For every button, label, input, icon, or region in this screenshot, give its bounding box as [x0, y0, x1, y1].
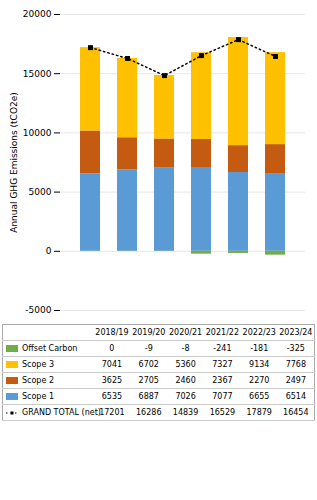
html-text:-9: -9	[144, 344, 153, 353]
html-text:6887: 6887	[138, 392, 159, 401]
svg-text:-5000: -5000	[25, 305, 51, 315]
svg-text:10000: 10000	[23, 128, 52, 138]
html-text:3625: 3625	[101, 376, 123, 385]
html-text:17879: 17879	[246, 408, 272, 417]
html-text:Offset Carbon: Offset Carbon	[22, 344, 78, 353]
svg-text:0: 0	[46, 246, 52, 256]
html-text:2497: 2497	[285, 376, 306, 385]
html-text:16529: 16529	[209, 408, 236, 417]
html-text:Scope 1: Scope 1	[22, 392, 54, 401]
svg-text:15000: 15000	[23, 69, 52, 79]
html-text:-325: -325	[286, 344, 305, 353]
html-text:2705: 2705	[138, 376, 159, 385]
html-text:7768: 7768	[285, 360, 306, 369]
html-text:6702: 6702	[138, 360, 159, 369]
html-text:GRAND TOTAL (net) 17201: GRAND TOTAL (net) 17201	[22, 408, 125, 417]
html-text:-8: -8	[181, 344, 190, 353]
html-text:9134: 9134	[249, 360, 270, 369]
html-text:16286: 16286	[136, 408, 162, 417]
svg-text:5000: 5000	[29, 187, 52, 197]
html-text:5360: 5360	[175, 360, 196, 369]
svg-text:Annual GHG Emissions (tCO2e): Annual GHG Emissions (tCO2e)	[9, 92, 19, 233]
html-text:16454: 16454	[283, 408, 309, 417]
html-text:2270: 2270	[249, 376, 270, 385]
html-text:2018/19 2019/20 2020/21 2021/2: 2018/19 2019/20 2020/21 2021/22 2022/23 …	[95, 328, 313, 337]
html-text:6535: 6535	[101, 392, 123, 401]
html-text:6655: 6655	[249, 392, 270, 401]
html-text:7327: 7327	[212, 360, 233, 369]
html-text:7026: 7026	[175, 392, 196, 401]
html-text:-241: -241	[213, 344, 232, 353]
html-text:7077: 7077	[212, 392, 233, 401]
html-text:Scope 3: Scope 3	[22, 360, 54, 369]
svg-text:20000: 20000	[23, 9, 52, 19]
html-text:7041: 7041	[101, 360, 123, 369]
html-text:2367: 2367	[212, 376, 233, 385]
html-text:6514: 6514	[285, 392, 306, 401]
html-text:0: 0	[109, 344, 115, 353]
html-text:14839: 14839	[172, 408, 199, 417]
html-text:Scope 2: Scope 2	[22, 376, 54, 385]
html-text:2460: 2460	[175, 376, 196, 385]
html-text:-181: -181	[250, 344, 269, 353]
